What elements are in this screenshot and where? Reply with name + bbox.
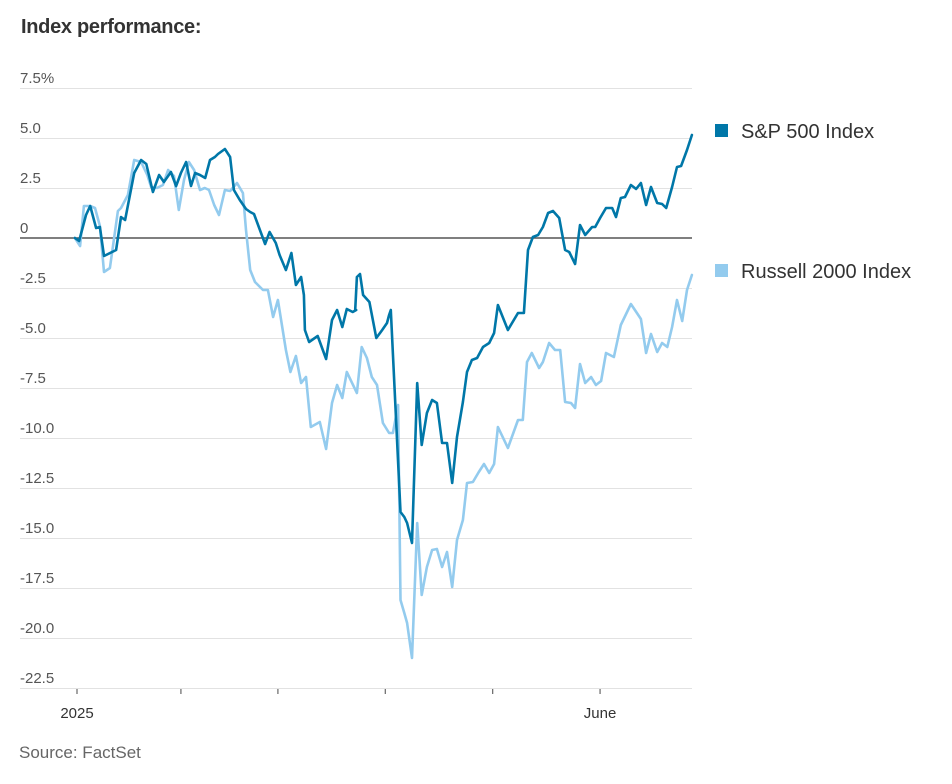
y-tick-label: -20.0 [20,620,54,637]
legend-item: Russell 2000 Index [715,261,911,283]
y-axis-ticks: 7.5% 5.0 2.5 0 -2.5 -5.0 -7.5 -10.0 -12.5 -15.0 -1… [20,70,54,687]
y-tick-label: -10.0 [20,420,54,437]
y-tick-label: -7.5 [20,370,46,387]
y-tick-label: -5.0 [20,320,46,337]
legend-label: Russell 2000 Index [741,261,911,283]
series-lines [73,133,694,660]
y-tick-label: 2.5 [20,170,41,187]
y-tick-label: -17.5 [20,570,54,587]
legend: S&P 500 Index Russell 2000 Index [715,121,911,283]
chart-title: Index performance: [21,16,202,38]
series-line-russell [73,158,694,660]
y-tick-label: 0 [20,220,28,237]
x-tick-label: June [584,705,617,722]
series-line-sp500 [73,133,694,545]
legend-swatch [715,124,728,137]
x-tick-label: 2025 [60,705,93,722]
legend-item: S&P 500 Index [715,121,874,143]
x-axis: 2025 June [60,689,616,722]
y-tick-label: -12.5 [20,470,54,487]
y-tick-label: -15.0 [20,520,54,537]
y-tick-label: -2.5 [20,270,46,287]
legend-label: S&P 500 Index [741,121,874,143]
y-tick-label: -22.5 [20,670,54,687]
y-tick-label: 5.0 [20,120,41,137]
y-tick-label: 7.5% [20,70,54,87]
source-note: Source: FactSet [19,743,141,762]
legend-swatch [715,264,728,277]
